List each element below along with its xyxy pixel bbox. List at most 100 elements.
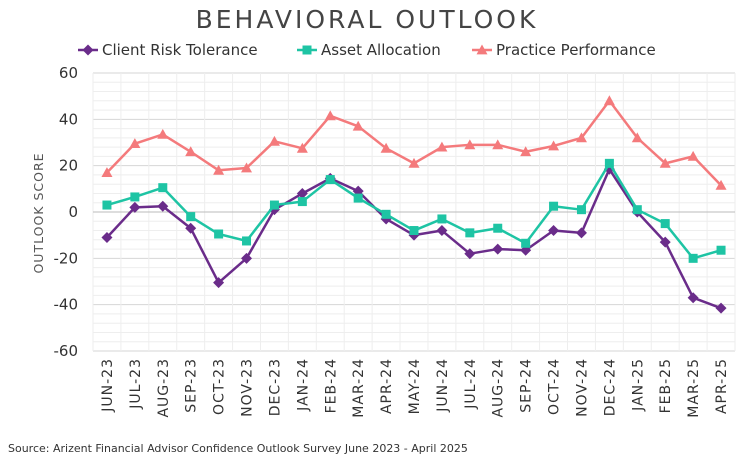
x-axis: JUN-23 JUL-23 AUG-23 SEP-23 OCT-23 NOV-23 DEC-… [100, 358, 730, 418]
x-tick-label: APR-24 [379, 358, 395, 414]
legend-item: Practice Performance [472, 41, 656, 59]
legend-marker [82, 44, 94, 56]
data-point [549, 201, 559, 211]
y-tick-label: 0 [68, 203, 78, 221]
data-point [632, 205, 642, 215]
data-point [688, 253, 698, 263]
data-point [380, 142, 392, 153]
x-tick-label: SEP-23 [184, 358, 200, 413]
data-point [436, 141, 448, 152]
data-point [241, 162, 253, 173]
y-tick-label: -20 [54, 249, 79, 267]
data-point [437, 214, 447, 224]
y-tick-label: -60 [54, 342, 79, 360]
data-point [241, 252, 253, 264]
legend-label: Asset Allocation [321, 41, 441, 59]
data-point [687, 292, 699, 304]
data-point [576, 205, 586, 215]
x-tick-label: OCT-24 [547, 358, 563, 415]
x-tick-label: NOV-23 [240, 358, 256, 417]
data-point [436, 225, 448, 237]
data-point [520, 146, 532, 157]
x-tick-label: APR-25 [714, 358, 730, 414]
x-tick-label: JAN-25 [630, 358, 646, 412]
data-point [687, 150, 699, 161]
data-point [631, 132, 643, 143]
series-practice-performance [101, 95, 727, 190]
data-point [297, 197, 307, 207]
x-tick-label: AUG-23 [156, 358, 172, 418]
x-tick-label: MAY-24 [407, 358, 423, 414]
x-tick-label: NOV-24 [574, 358, 590, 417]
data-point [213, 277, 225, 289]
x-tick-label: MAR-25 [686, 358, 702, 418]
x-tick-label: MAR-24 [351, 358, 367, 418]
data-point [101, 167, 113, 178]
series-asset-allocation [102, 158, 726, 263]
y-tick-label: 40 [59, 110, 78, 128]
x-tick-label: JUN-23 [100, 358, 116, 413]
data-point [492, 243, 504, 255]
y-tick-label: 20 [59, 157, 78, 175]
data-point [213, 164, 225, 175]
x-tick-label: DEC-23 [267, 358, 283, 416]
data-point [548, 140, 560, 151]
data-point [129, 138, 141, 149]
data-point [493, 223, 503, 233]
data-point [492, 139, 504, 150]
legend-marker [476, 44, 488, 55]
data-point [548, 225, 560, 237]
data-point [409, 226, 419, 236]
legend: Client Risk Tolerance Asset Allocation Pra… [78, 41, 656, 59]
x-tick-label: OCT-23 [212, 358, 228, 415]
data-point [521, 238, 531, 248]
data-point [242, 236, 252, 246]
y-tick-label: 60 [59, 64, 78, 82]
data-point [130, 192, 140, 202]
x-tick-label: FEB-24 [323, 358, 339, 413]
data-point [185, 222, 197, 234]
data-point [325, 175, 335, 185]
data-point [465, 228, 475, 238]
data-point [185, 146, 197, 157]
data-point [604, 158, 614, 168]
data-point [186, 212, 196, 222]
data-point [381, 209, 391, 219]
data-point [408, 157, 420, 168]
chart-title: BEHAVIORAL OUTLOOK [196, 5, 539, 34]
data-point [464, 139, 476, 150]
legend-item: Client Risk Tolerance [78, 41, 258, 59]
data-point [157, 128, 169, 139]
x-tick-label: FEB-25 [658, 358, 674, 413]
data-point [324, 110, 336, 121]
data-point [102, 200, 112, 210]
data-point [353, 193, 363, 203]
y-axis-label: OUTLOOK SCORE [31, 152, 46, 273]
data-point [659, 157, 671, 168]
data-point [659, 236, 671, 248]
x-tick-label: DEC-24 [602, 358, 618, 416]
data-point [575, 132, 587, 143]
data-point [715, 302, 727, 314]
series-client-risk-tolerance [101, 163, 727, 314]
data-point [464, 248, 476, 260]
x-tick-label: JUN-24 [435, 358, 451, 413]
data-point [268, 135, 280, 146]
data-point [296, 187, 308, 199]
data-point [214, 229, 224, 239]
data-point [101, 231, 113, 243]
data-point [716, 245, 726, 255]
legend-item: Asset Allocation [297, 41, 441, 59]
legend-label: Client Risk Tolerance [102, 41, 258, 59]
data-point [660, 219, 670, 229]
data-point [603, 95, 615, 106]
data-point [715, 179, 727, 190]
series-layer [101, 95, 727, 314]
data-point [296, 142, 308, 153]
x-tick-label: AUG-24 [491, 358, 507, 418]
series-line [106, 99, 722, 187]
data-point [575, 227, 587, 239]
legend-label: Practice Performance [496, 41, 656, 59]
x-tick-label: JUL-23 [128, 358, 144, 410]
